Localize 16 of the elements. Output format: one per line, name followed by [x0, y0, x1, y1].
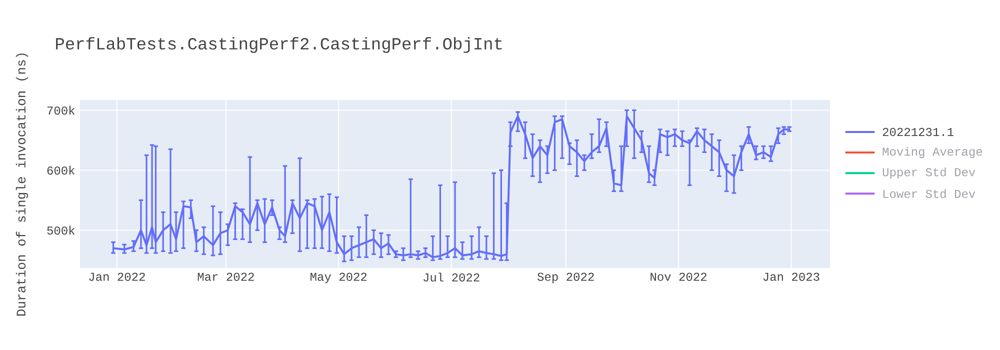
legend-label: 20221231.1	[882, 128, 954, 136]
y-axis-title: Duration of single invocation (ns)	[16, 54, 28, 316]
legend-label: Upper Std Dev	[882, 167, 976, 179]
x-tick-label: Sep 2022	[537, 272, 594, 284]
x-tick-label: Jan 2022	[89, 272, 145, 281]
y-tick-label: 600k	[47, 166, 75, 175]
x-tick-label: Jul 2022	[424, 272, 480, 282]
x-tick-label: Nov 2022	[650, 272, 706, 281]
chart-title: PerfLabTests.CastingPerf2.CastingPerf.ObjInt	[56, 37, 502, 53]
legend-label: Moving Average	[882, 146, 982, 158]
y-tick-label: 500k	[47, 226, 75, 235]
y-tick-label: 700k	[47, 106, 75, 115]
x-tick-label: May 2022	[310, 272, 367, 284]
x-tick-label: Jan 2023	[763, 272, 820, 281]
legend-label: Lower Std Dev	[883, 189, 976, 198]
x-tick-label: Mar 2022	[198, 272, 254, 281]
